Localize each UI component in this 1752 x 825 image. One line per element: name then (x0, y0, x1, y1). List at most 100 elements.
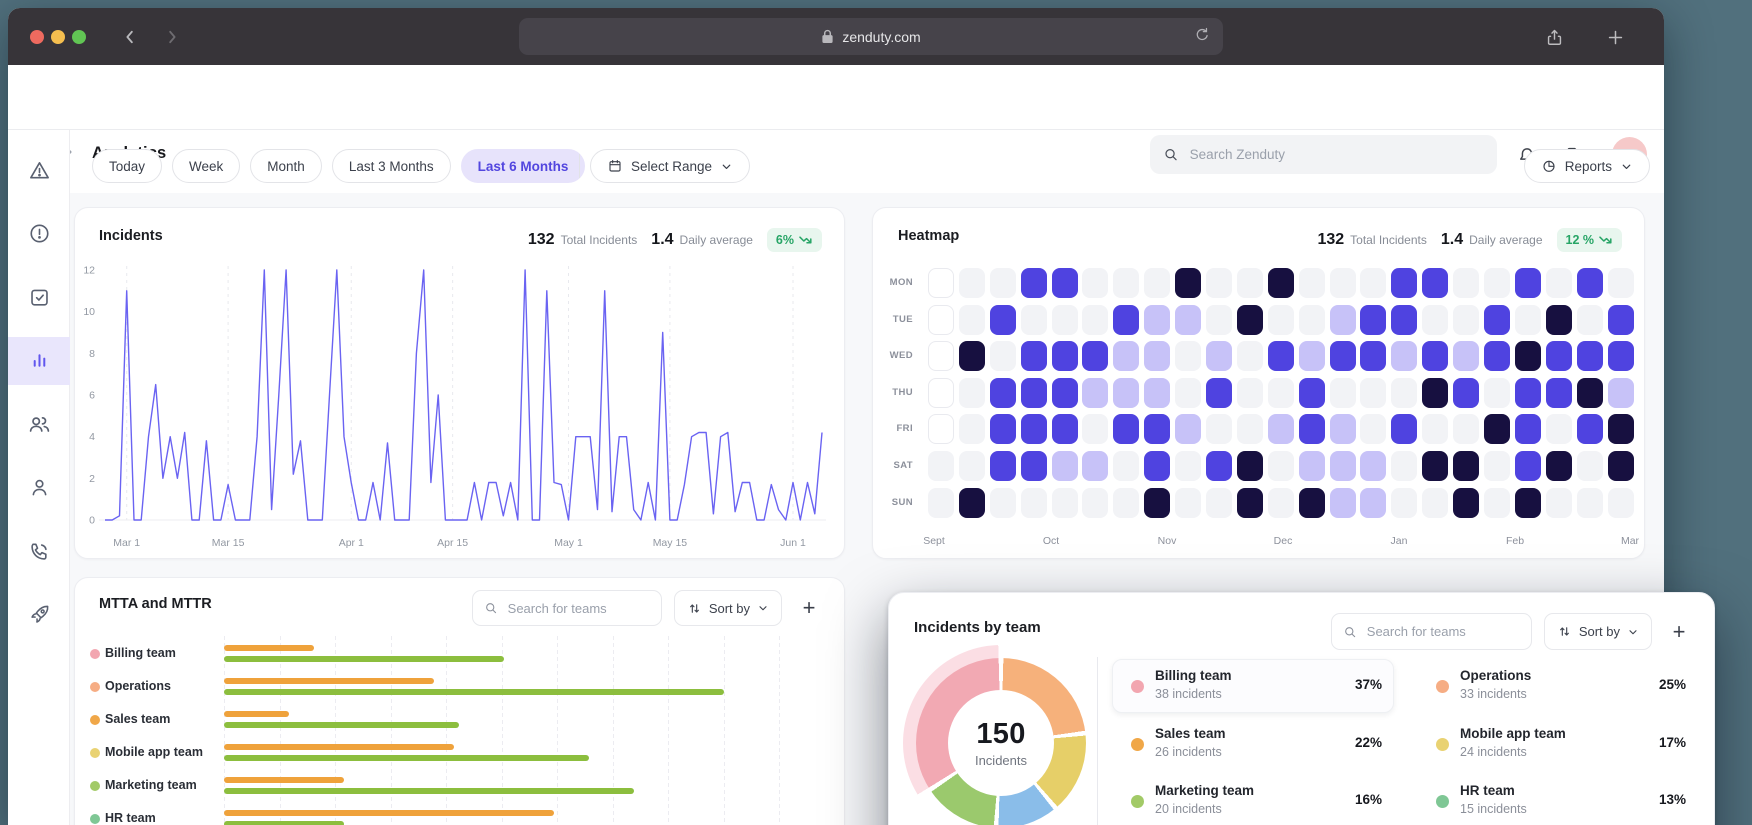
mtta-team-row[interactable]: HR team (75, 805, 844, 825)
heatmap-cell[interactable] (1020, 450, 1047, 481)
heatmap-cell[interactable] (1422, 377, 1449, 408)
new-tab-button[interactable] (1602, 24, 1628, 50)
heatmap-cell[interactable] (1020, 341, 1047, 372)
heatmap-cell[interactable] (958, 304, 985, 335)
ibt-add-button[interactable]: + (1664, 617, 1694, 647)
heatmap-cell[interactable] (958, 268, 985, 298)
heatmap-cell[interactable] (1422, 450, 1449, 481)
browser-forward-button[interactable] (160, 25, 184, 49)
heatmap-cell[interactable] (989, 414, 1016, 445)
heatmap-cell[interactable] (1144, 268, 1171, 298)
heatmap-cell[interactable] (1175, 268, 1202, 298)
share-button[interactable] (1541, 24, 1567, 50)
heatmap-cell[interactable] (1607, 268, 1634, 298)
heatmap-cell[interactable] (989, 268, 1016, 298)
heatmap-cell[interactable] (1267, 268, 1294, 298)
heatmap-cell[interactable] (1051, 414, 1078, 445)
heatmap-cell[interactable] (1144, 341, 1171, 372)
heatmap-cell[interactable] (989, 341, 1016, 372)
heatmap-cell[interactable] (1360, 268, 1387, 298)
legend-item[interactable]: HR team 15 incidents 13% (1436, 779, 1714, 823)
heatmap-cell[interactable] (1144, 487, 1171, 518)
heatmap-cell[interactable] (1545, 268, 1572, 298)
heatmap-cell[interactable] (1267, 414, 1294, 445)
heatmap-cell[interactable] (1607, 487, 1634, 518)
mtta-sort-button[interactable]: Sort by (673, 590, 782, 626)
heatmap-cell[interactable] (1144, 304, 1171, 335)
heatmap-cell[interactable] (1607, 377, 1634, 408)
filter-pill-last-3-months[interactable]: Last 3 Months (331, 149, 451, 183)
select-range-button[interactable]: Select Range (590, 149, 751, 183)
heatmap-cell[interactable] (1020, 487, 1047, 518)
heatmap-cell[interactable] (1514, 268, 1541, 298)
legend-item[interactable]: Billing team 38 incidents 37% (1131, 664, 1714, 708)
heatmap-cell[interactable] (928, 341, 954, 372)
heatmap-cell[interactable] (1576, 450, 1603, 481)
mtta-team-row[interactable]: Operations (75, 673, 844, 701)
heatmap-cell[interactable] (1206, 377, 1233, 408)
heatmap-cell[interactable] (1267, 487, 1294, 518)
heatmap-cell[interactable] (1360, 377, 1387, 408)
heatmap-cell[interactable] (1453, 414, 1480, 445)
heatmap-cell[interactable] (1113, 341, 1140, 372)
heatmap-cell[interactable] (1082, 341, 1109, 372)
heatmap-cell[interactable] (1453, 450, 1480, 481)
heatmap-cell[interactable] (1051, 377, 1078, 408)
ibt-sort-button[interactable]: Sort by (1543, 613, 1652, 650)
heatmap-cell[interactable] (1545, 414, 1572, 445)
heatmap-cell[interactable] (1236, 450, 1263, 481)
heatmap-cell[interactable] (1391, 414, 1418, 445)
mtta-team-row[interactable]: Mobile app team (75, 739, 844, 767)
ibt-team-search-input[interactable] (1364, 623, 1520, 640)
heatmap-cell[interactable] (1453, 377, 1480, 408)
heatmap-cell[interactable] (989, 377, 1016, 408)
heatmap-cell[interactable] (928, 487, 954, 518)
heatmap-cell[interactable] (1576, 487, 1603, 518)
heatmap-cell[interactable] (928, 414, 954, 445)
heatmap-cell[interactable] (1545, 487, 1572, 518)
heatmap-cell[interactable] (1113, 268, 1140, 298)
global-search[interactable] (1150, 135, 1497, 174)
heatmap-cell[interactable] (1051, 268, 1078, 298)
heatmap-cell[interactable] (1175, 414, 1202, 445)
heatmap-cell[interactable] (1391, 341, 1418, 372)
heatmap-cell[interactable] (1298, 487, 1325, 518)
heatmap-cell[interactable] (1545, 377, 1572, 408)
heatmap-cell[interactable] (1236, 377, 1263, 408)
heatmap-cell[interactable] (1360, 341, 1387, 372)
heatmap-cell[interactable] (1082, 450, 1109, 481)
heatmap-cell[interactable] (1329, 450, 1356, 481)
heatmap-cell[interactable] (1453, 341, 1480, 372)
heatmap-cell[interactable] (1236, 341, 1263, 372)
heatmap-cell[interactable] (1329, 377, 1356, 408)
heatmap-cell[interactable] (1144, 450, 1171, 481)
heatmap-cell[interactable] (1360, 414, 1387, 445)
sidebar-item-user[interactable] (8, 464, 70, 512)
heatmap-cell[interactable] (1453, 487, 1480, 518)
heatmap-cell[interactable] (1206, 304, 1233, 335)
heatmap-cell[interactable] (1576, 341, 1603, 372)
heatmap-cell[interactable] (1020, 377, 1047, 408)
heatmap-cell[interactable] (1236, 268, 1263, 298)
address-bar[interactable]: zenduty.com (519, 18, 1223, 55)
heatmap-cell[interactable] (1329, 341, 1356, 372)
heatmap-cell[interactable] (1113, 304, 1140, 335)
heatmap-cell[interactable] (1020, 414, 1047, 445)
heatmap-cell[interactable] (1391, 304, 1418, 335)
sidebar-item-alert[interactable] (8, 210, 70, 258)
heatmap-cell[interactable] (1082, 304, 1109, 335)
heatmap-cell[interactable] (1051, 450, 1078, 481)
heatmap-cell[interactable] (1576, 304, 1603, 335)
heatmap-cell[interactable] (1514, 414, 1541, 445)
heatmap-cell[interactable] (1514, 304, 1541, 335)
heatmap-cell[interactable] (1082, 377, 1109, 408)
filter-pill-week[interactable]: Week (172, 149, 241, 183)
browser-back-button[interactable] (118, 25, 142, 49)
sidebar-item-warning[interactable] (8, 146, 70, 194)
heatmap-cell[interactable] (1484, 304, 1511, 335)
heatmap-cell[interactable] (1144, 377, 1171, 408)
heatmap-cell[interactable] (1576, 268, 1603, 298)
heatmap-cell[interactable] (1422, 304, 1449, 335)
heatmap-cell[interactable] (1360, 450, 1387, 481)
mtta-team-row[interactable]: Marketing team (75, 772, 844, 800)
